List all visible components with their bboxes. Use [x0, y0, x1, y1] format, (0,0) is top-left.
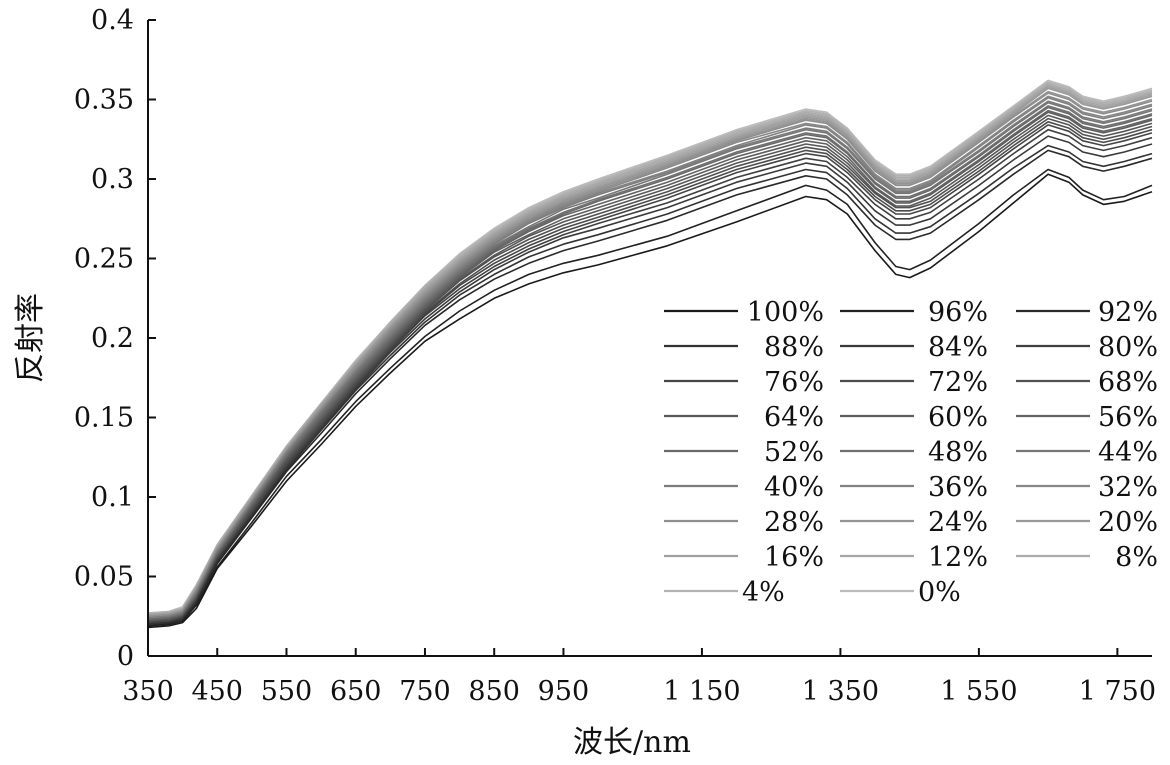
series-line-84pct — [147, 135, 1153, 625]
legend-label: 40% — [764, 472, 824, 503]
legend-label: 84% — [928, 332, 988, 363]
series-layer — [147, 79, 1153, 629]
legend-label: 32% — [1098, 472, 1158, 503]
legend-label: 8% — [1115, 542, 1158, 573]
x-tick-label: 750 — [399, 676, 451, 707]
x-axis-title: 波长/nm — [573, 725, 691, 760]
y-tick-label: 0.05 — [74, 562, 134, 593]
legend-label: 64% — [764, 402, 824, 433]
series-line-72pct — [147, 121, 1153, 624]
legend-label: 24% — [928, 507, 988, 538]
series-line-20pct — [147, 87, 1153, 618]
y-tick-label: 0.4 — [91, 5, 134, 36]
legend-label: 4% — [742, 577, 785, 608]
legend: 100% 96% 92% 88% 84% 80% 76% 72% 68% 64% 60% 56% 52%… — [664, 297, 1158, 608]
series-line-28pct — [147, 92, 1153, 618]
legend-label: 68% — [1098, 367, 1158, 398]
x-tick-label: 450 — [191, 676, 243, 707]
y-tick-label: 0.2 — [91, 323, 134, 354]
legend-label: 20% — [1098, 507, 1158, 538]
y-tick-label: 0.15 — [74, 403, 134, 434]
series-line-56pct — [147, 109, 1153, 622]
series-line-44pct — [147, 101, 1153, 621]
series-line-4pct — [147, 81, 1153, 614]
series-line-88pct — [147, 144, 1153, 625]
ticks-layer: 0 0.05 0.1 0.15 0.2 0.25 0.3 0.35 0.4 350 450 550 65… — [74, 5, 1156, 707]
series-line-12pct — [147, 84, 1153, 616]
y-tick-label: 0.35 — [74, 85, 134, 116]
legend-label: 12% — [928, 542, 988, 573]
series-line-32pct — [147, 95, 1153, 619]
legend-label: 76% — [764, 367, 824, 398]
legend-label: 80% — [1098, 332, 1158, 363]
legend-label: 88% — [764, 332, 824, 363]
series-line-64pct — [147, 114, 1153, 622]
series-line-76pct — [147, 124, 1153, 624]
x-tick-label: 350 — [122, 676, 174, 707]
legend-label: 52% — [764, 437, 824, 468]
legend-label: 60% — [928, 402, 988, 433]
series-line-24pct — [147, 90, 1153, 618]
y-tick-label: 0.3 — [91, 164, 134, 195]
legend-label: 92% — [1098, 297, 1158, 328]
x-tick-label: 1 550 — [940, 676, 1017, 707]
series-line-96pct — [147, 168, 1153, 627]
legend-label: 96% — [928, 297, 988, 328]
y-tick-label: 0.1 — [91, 482, 134, 513]
y-tick-label: 0 — [117, 641, 134, 672]
x-tick-label: 950 — [538, 676, 590, 707]
series-line-40pct — [147, 100, 1153, 619]
x-tick-label: 550 — [261, 676, 313, 707]
legend-label: 0% — [918, 577, 961, 608]
x-tick-label: 1 750 — [1079, 676, 1156, 707]
series-line-100pct — [147, 173, 1153, 629]
series-line-52pct — [147, 106, 1153, 621]
x-tick-label: 650 — [330, 676, 382, 707]
series-line-36pct — [147, 97, 1153, 619]
series-line-92pct — [147, 149, 1153, 627]
series-line-68pct — [147, 117, 1153, 624]
x-tick-label: 1 150 — [663, 676, 740, 707]
y-axis-title: 反射率 — [13, 293, 48, 383]
legend-label: 100% — [747, 297, 824, 328]
y-tick-label: 0.25 — [74, 244, 134, 275]
series-line-0pct — [147, 79, 1153, 614]
legend-label: 72% — [928, 367, 988, 398]
legend-label: 28% — [764, 507, 824, 538]
x-tick-label: 850 — [468, 676, 520, 707]
legend-label: 48% — [928, 437, 988, 468]
legend-label: 44% — [1098, 437, 1158, 468]
x-tick-label: 1 350 — [802, 676, 879, 707]
legend-label: 36% — [928, 472, 988, 503]
legend-label: 16% — [764, 542, 824, 573]
legend-label: 56% — [1098, 402, 1158, 433]
